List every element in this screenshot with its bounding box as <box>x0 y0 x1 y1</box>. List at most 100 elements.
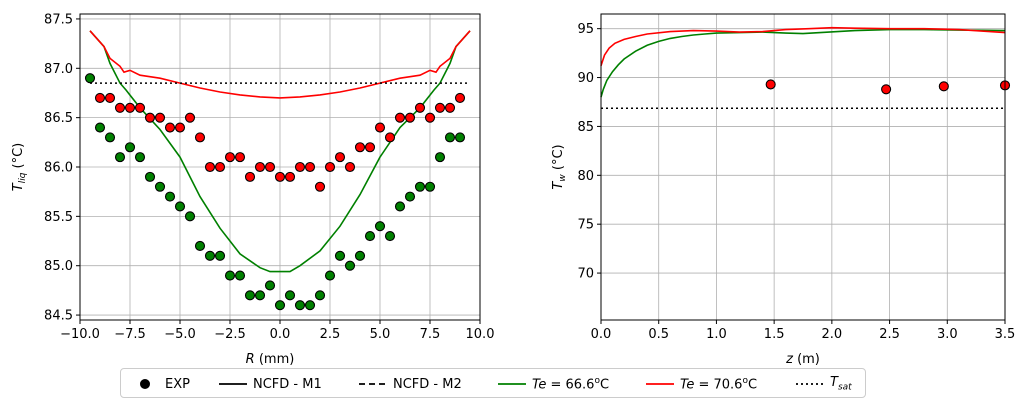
y-tick-label: 85.0 <box>44 259 73 274</box>
legend-marker-dashed-line <box>359 383 387 385</box>
series-layer <box>84 30 471 311</box>
x-tick-label: 0.0 <box>270 327 291 342</box>
legend-item-exp: EXP <box>131 369 190 399</box>
tick-labels: 0.0 0.5 1.0 1.5 2.0 2.5 3.0 3.5 70 75 80 85 90 95 <box>577 22 1015 342</box>
data-point-exp-te-70-6-c <box>394 112 406 123</box>
legend-label: NCFD - M2 <box>393 376 462 392</box>
legend-item-ncfd-m2: NCFD - M2 <box>359 369 462 399</box>
plot-frame <box>600 13 1006 321</box>
data-point-exp-te-66-6-c <box>354 250 366 261</box>
legend: EXP NCFD - M1 NCFD - M2 Te = 66.6oC Te =… <box>120 368 866 398</box>
x-tick-label: 1.5 <box>764 327 785 342</box>
x-axis-label: R (mm) <box>246 352 295 367</box>
legend-item-te-66: Te = 66.6oC <box>498 369 609 399</box>
y-tick-label: 75 <box>577 218 594 233</box>
x-tick-label: 5.0 <box>370 327 391 342</box>
series-line-te-66-6-c <box>600 28 1006 98</box>
data-point-exp-te-70-6-c <box>334 152 346 163</box>
grid <box>600 14 1006 320</box>
data-point-exp-te-66-6-c <box>444 132 456 143</box>
data-point-exp-te-66-6-c <box>294 300 306 311</box>
y-tick-label: 85 <box>577 120 594 135</box>
data-point-exp-te-66-6-c <box>314 290 326 301</box>
legend-item-te-70: Te = 70.6oC <box>646 369 757 399</box>
y-tick-label: 86.5 <box>44 111 73 126</box>
data-point-exp-te-70-6-c <box>154 112 166 123</box>
data-point-exp-te-70-6-c <box>104 92 116 103</box>
legend-label: Te = 70.6oC <box>680 375 758 393</box>
data-point-exp-te-66-6-c <box>394 201 406 212</box>
data-point-exp-te-70-6-c <box>314 181 326 192</box>
data-point-exp-te-66-6-c <box>364 231 376 242</box>
data-point-exp-te-66-6-c <box>264 280 276 291</box>
x-tick-label: 7.5 <box>420 327 441 342</box>
y-axis-label: Tliq (°C) <box>11 143 28 192</box>
legend-marker-solid-line <box>219 383 247 385</box>
x-tick-label: 3.5 <box>995 327 1016 342</box>
x-tick-label: 1.0 <box>706 327 727 342</box>
x-tick-label: 3.0 <box>937 327 958 342</box>
x-tick-label: 2.0 <box>822 327 843 342</box>
series-line-te-70-6-c <box>600 26 1006 67</box>
data-point-exp-te-70-6-c <box>324 161 336 173</box>
y-tick-label: 87.0 <box>44 62 73 77</box>
data-point-exp-te-70-6-c <box>144 112 156 123</box>
grid <box>79 14 481 320</box>
data-point-exp-te-66-6-c <box>334 250 346 261</box>
data-point-exp-te-70-6-c <box>344 161 356 173</box>
legend-item-tsat: Tsat <box>796 369 852 399</box>
y-tick-label: 95 <box>577 22 594 37</box>
data-point-exp-te-66-6-c <box>384 231 396 242</box>
data-point-exp-te-66-6-c <box>164 191 176 202</box>
x-tick-label: −7.5 <box>114 327 146 342</box>
data-point-exp-te-66-6-c <box>144 171 156 182</box>
data-point-exp-te-70-6-c <box>364 142 376 153</box>
data-point-exp-te-66-6-c <box>124 142 136 153</box>
data-point-exp-te-66-6-c <box>244 290 256 301</box>
y-tick-label: 90 <box>577 71 594 86</box>
data-point-exp-te-70-6-c <box>444 102 456 113</box>
y-tick-label: 84.5 <box>44 309 73 324</box>
legend-label: Tsat <box>830 375 852 393</box>
legend-marker-red-line <box>646 383 674 385</box>
x-tick-label: −5.0 <box>164 327 196 342</box>
data-point-exp-te-66-6-c <box>434 152 446 163</box>
data-point-exp-te-66-6-c <box>194 240 206 252</box>
data-point-exp-te-66-6-c <box>174 201 186 212</box>
y-tick-label: 80 <box>577 169 594 184</box>
data-point-exp-te-70-6-c <box>214 161 226 173</box>
y-tick-label: 87.5 <box>44 12 73 27</box>
legend-marker-dotted-line <box>796 383 824 385</box>
data-point-exp-te-70-6-c <box>414 102 426 113</box>
tick-labels: −10.0 −7.5 −5.0 −2.5 0.0 2.5 5.0 7.5 10.0 84.5 85.… <box>44 12 494 342</box>
axes <box>76 13 481 324</box>
data-point-exp-te-70-6-c <box>124 102 136 113</box>
data-point-exp-te-70-6-c <box>224 152 236 163</box>
x-tick-label: 2.5 <box>320 327 341 342</box>
data-point-exp-te-66-6-c <box>94 122 106 133</box>
data-point-exp-te-66-6-c <box>204 250 216 261</box>
data-point-exp <box>881 84 892 95</box>
legend-marker-green-line <box>498 383 526 385</box>
data-point-exp-te-66-6-c <box>454 132 466 143</box>
data-point-exp-te-70-6-c <box>264 161 276 173</box>
data-point-exp-te-66-6-c <box>304 300 316 311</box>
data-point-exp-te-66-6-c <box>154 181 166 192</box>
legend-marker-dot <box>140 379 150 389</box>
x-axis-label: z (m) <box>785 352 820 367</box>
legend-label: Te = 66.6oC <box>532 375 610 393</box>
data-point-exp-te-66-6-c <box>424 181 436 192</box>
data-point-exp-te-70-6-c <box>304 161 316 173</box>
data-point-exp-te-70-6-c <box>374 122 386 133</box>
data-point-exp-te-66-6-c <box>184 211 196 222</box>
data-point-exp-te-70-6-c <box>454 92 466 103</box>
x-tick-label: 10.0 <box>466 327 495 342</box>
data-point-exp-te-70-6-c <box>244 171 256 182</box>
liquid-temperature-chart: −10.0 −7.5 −5.0 −2.5 0.0 2.5 5.0 7.5 10.0 84.5 85.… <box>11 12 494 367</box>
data-point-exp-te-70-6-c <box>134 102 146 113</box>
series-line-te-66-6-c <box>89 30 471 273</box>
data-point-exp-te-66-6-c <box>134 152 146 163</box>
y-tick-label: 70 <box>577 267 594 282</box>
axes <box>597 13 1006 324</box>
